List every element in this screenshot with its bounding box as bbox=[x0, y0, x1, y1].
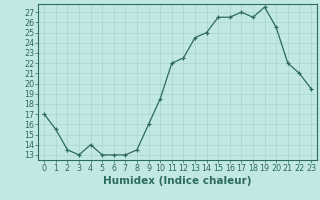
X-axis label: Humidex (Indice chaleur): Humidex (Indice chaleur) bbox=[103, 176, 252, 186]
